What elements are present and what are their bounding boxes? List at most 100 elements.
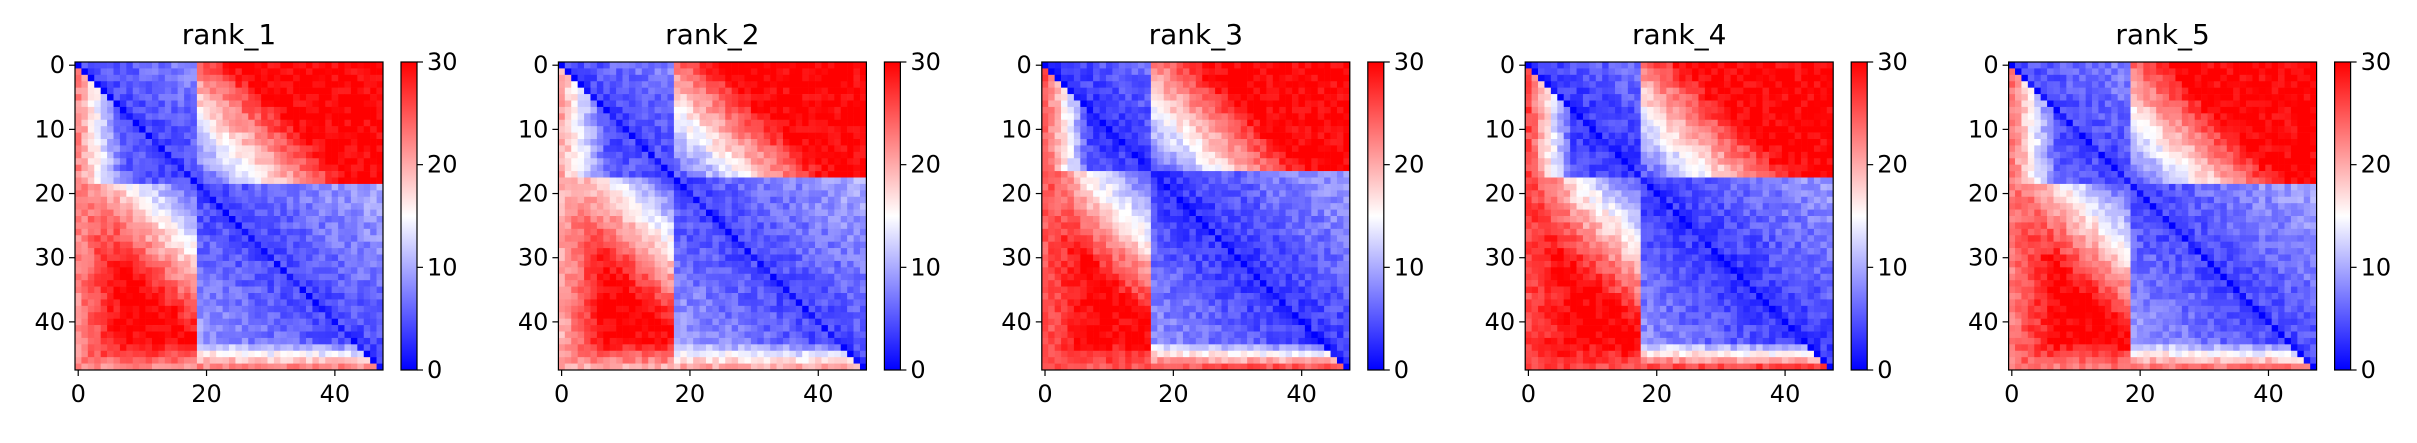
heatmap-cell [667,351,674,358]
heatmap-cell [738,113,745,120]
heatmap-cell [210,152,217,159]
heatmap-cell [687,158,694,165]
heatmap-cell [370,325,377,332]
heatmap-cell [210,62,217,69]
heatmap-cell [642,306,649,313]
heatmap-cell [370,332,377,339]
heatmap-cell [1048,101,1055,108]
heatmap-cell [280,126,287,133]
heatmap-cell [719,293,726,300]
heatmap-cell [287,364,294,371]
heatmap-cell [126,75,133,82]
heatmap-cell [107,120,114,127]
heatmap-cell [248,255,255,262]
heatmap-cell [789,88,796,95]
heatmap-cell [725,145,732,152]
heatmap-cell [584,88,591,95]
heatmap-cell [667,184,674,191]
heatmap-cell [280,351,287,358]
heatmap-cell [847,299,854,306]
heatmap-cell [210,107,217,114]
heatmap-cell [229,75,236,82]
heatmap-cell [578,94,585,101]
heatmap-cell [255,113,262,120]
heatmap-cell [757,255,764,262]
heatmap-cell [578,81,585,88]
heatmap-cell [255,248,262,255]
heatmap-cell [828,158,835,165]
heatmap-cell [312,293,319,300]
heatmap-cell [75,139,82,146]
heatmap-cell [655,75,662,82]
heatmap-cell [1183,81,1190,88]
heatmap-cell [796,152,803,159]
heatmap-cell [719,351,726,358]
heatmap-cell [338,94,345,101]
heatmap-cell [114,293,121,300]
heatmap-cell [738,68,745,75]
heatmap-cell [158,235,165,242]
heatmap-cell [661,126,668,133]
heatmap-cell [1144,81,1151,88]
heatmap-cell [345,197,352,204]
heatmap-cell [744,165,751,172]
heatmap-cell [854,261,861,268]
heatmap-cell [184,113,191,120]
heatmap-cell [642,357,649,364]
heatmap-cell [152,357,159,364]
heatmap-cell [300,139,307,146]
heatmap-cell [732,222,739,229]
heatmap-cell [139,255,146,262]
heatmap-cell [197,210,204,217]
heatmap-cell [268,351,275,358]
heatmap-cell [120,158,127,165]
heatmap-cell [751,88,758,95]
heatmap-cell [126,351,133,358]
heatmap-cell [693,280,700,287]
heatmap-cell [796,248,803,255]
heatmap-cell [184,158,191,165]
heatmap-cell [107,299,114,306]
heatmap-cell [809,120,816,127]
heatmap-cell [1170,101,1177,108]
heatmap-cell [357,94,364,101]
heatmap-cell [841,133,848,140]
heatmap-cell [802,312,809,319]
heatmap-cell [571,171,578,178]
heatmap-cell [165,178,172,185]
heatmap-cell [325,81,332,88]
heatmap-cell [319,267,326,274]
heatmap-cell [725,235,732,242]
heatmap-cell [351,190,358,197]
heatmap-cell [1241,62,1248,69]
heatmap-cell [655,306,662,313]
heatmap-cell [860,88,867,95]
heatmap-cell [712,261,719,268]
heatmap-cell [802,184,809,191]
heatmap-cell [94,133,101,140]
heatmap-cell [667,255,674,262]
heatmap-cell [687,178,694,185]
heatmap-cell [120,216,127,223]
heatmap-cell [751,158,758,165]
heatmap-cell [661,88,668,95]
heatmap-cell [834,152,841,159]
heatmap-cell [133,210,140,217]
heatmap-cell [300,338,307,345]
heatmap-cell [847,197,854,204]
heatmap-cell [1132,88,1139,95]
heatmap-cell [725,133,732,140]
heatmap-cell [216,165,223,172]
heatmap-cell [610,197,617,204]
heatmap-cell [171,293,178,300]
heatmap-cell [777,94,784,101]
heatmap-cell [184,81,191,88]
heatmap-cell [725,94,732,101]
heatmap-cell [223,351,230,358]
heatmap-cell [75,113,82,120]
heatmap-cell [1080,68,1087,75]
heatmap-cell [306,133,313,140]
heatmap-cell [332,171,339,178]
heatmap-cell [287,299,294,306]
heatmap-cell [590,75,597,82]
